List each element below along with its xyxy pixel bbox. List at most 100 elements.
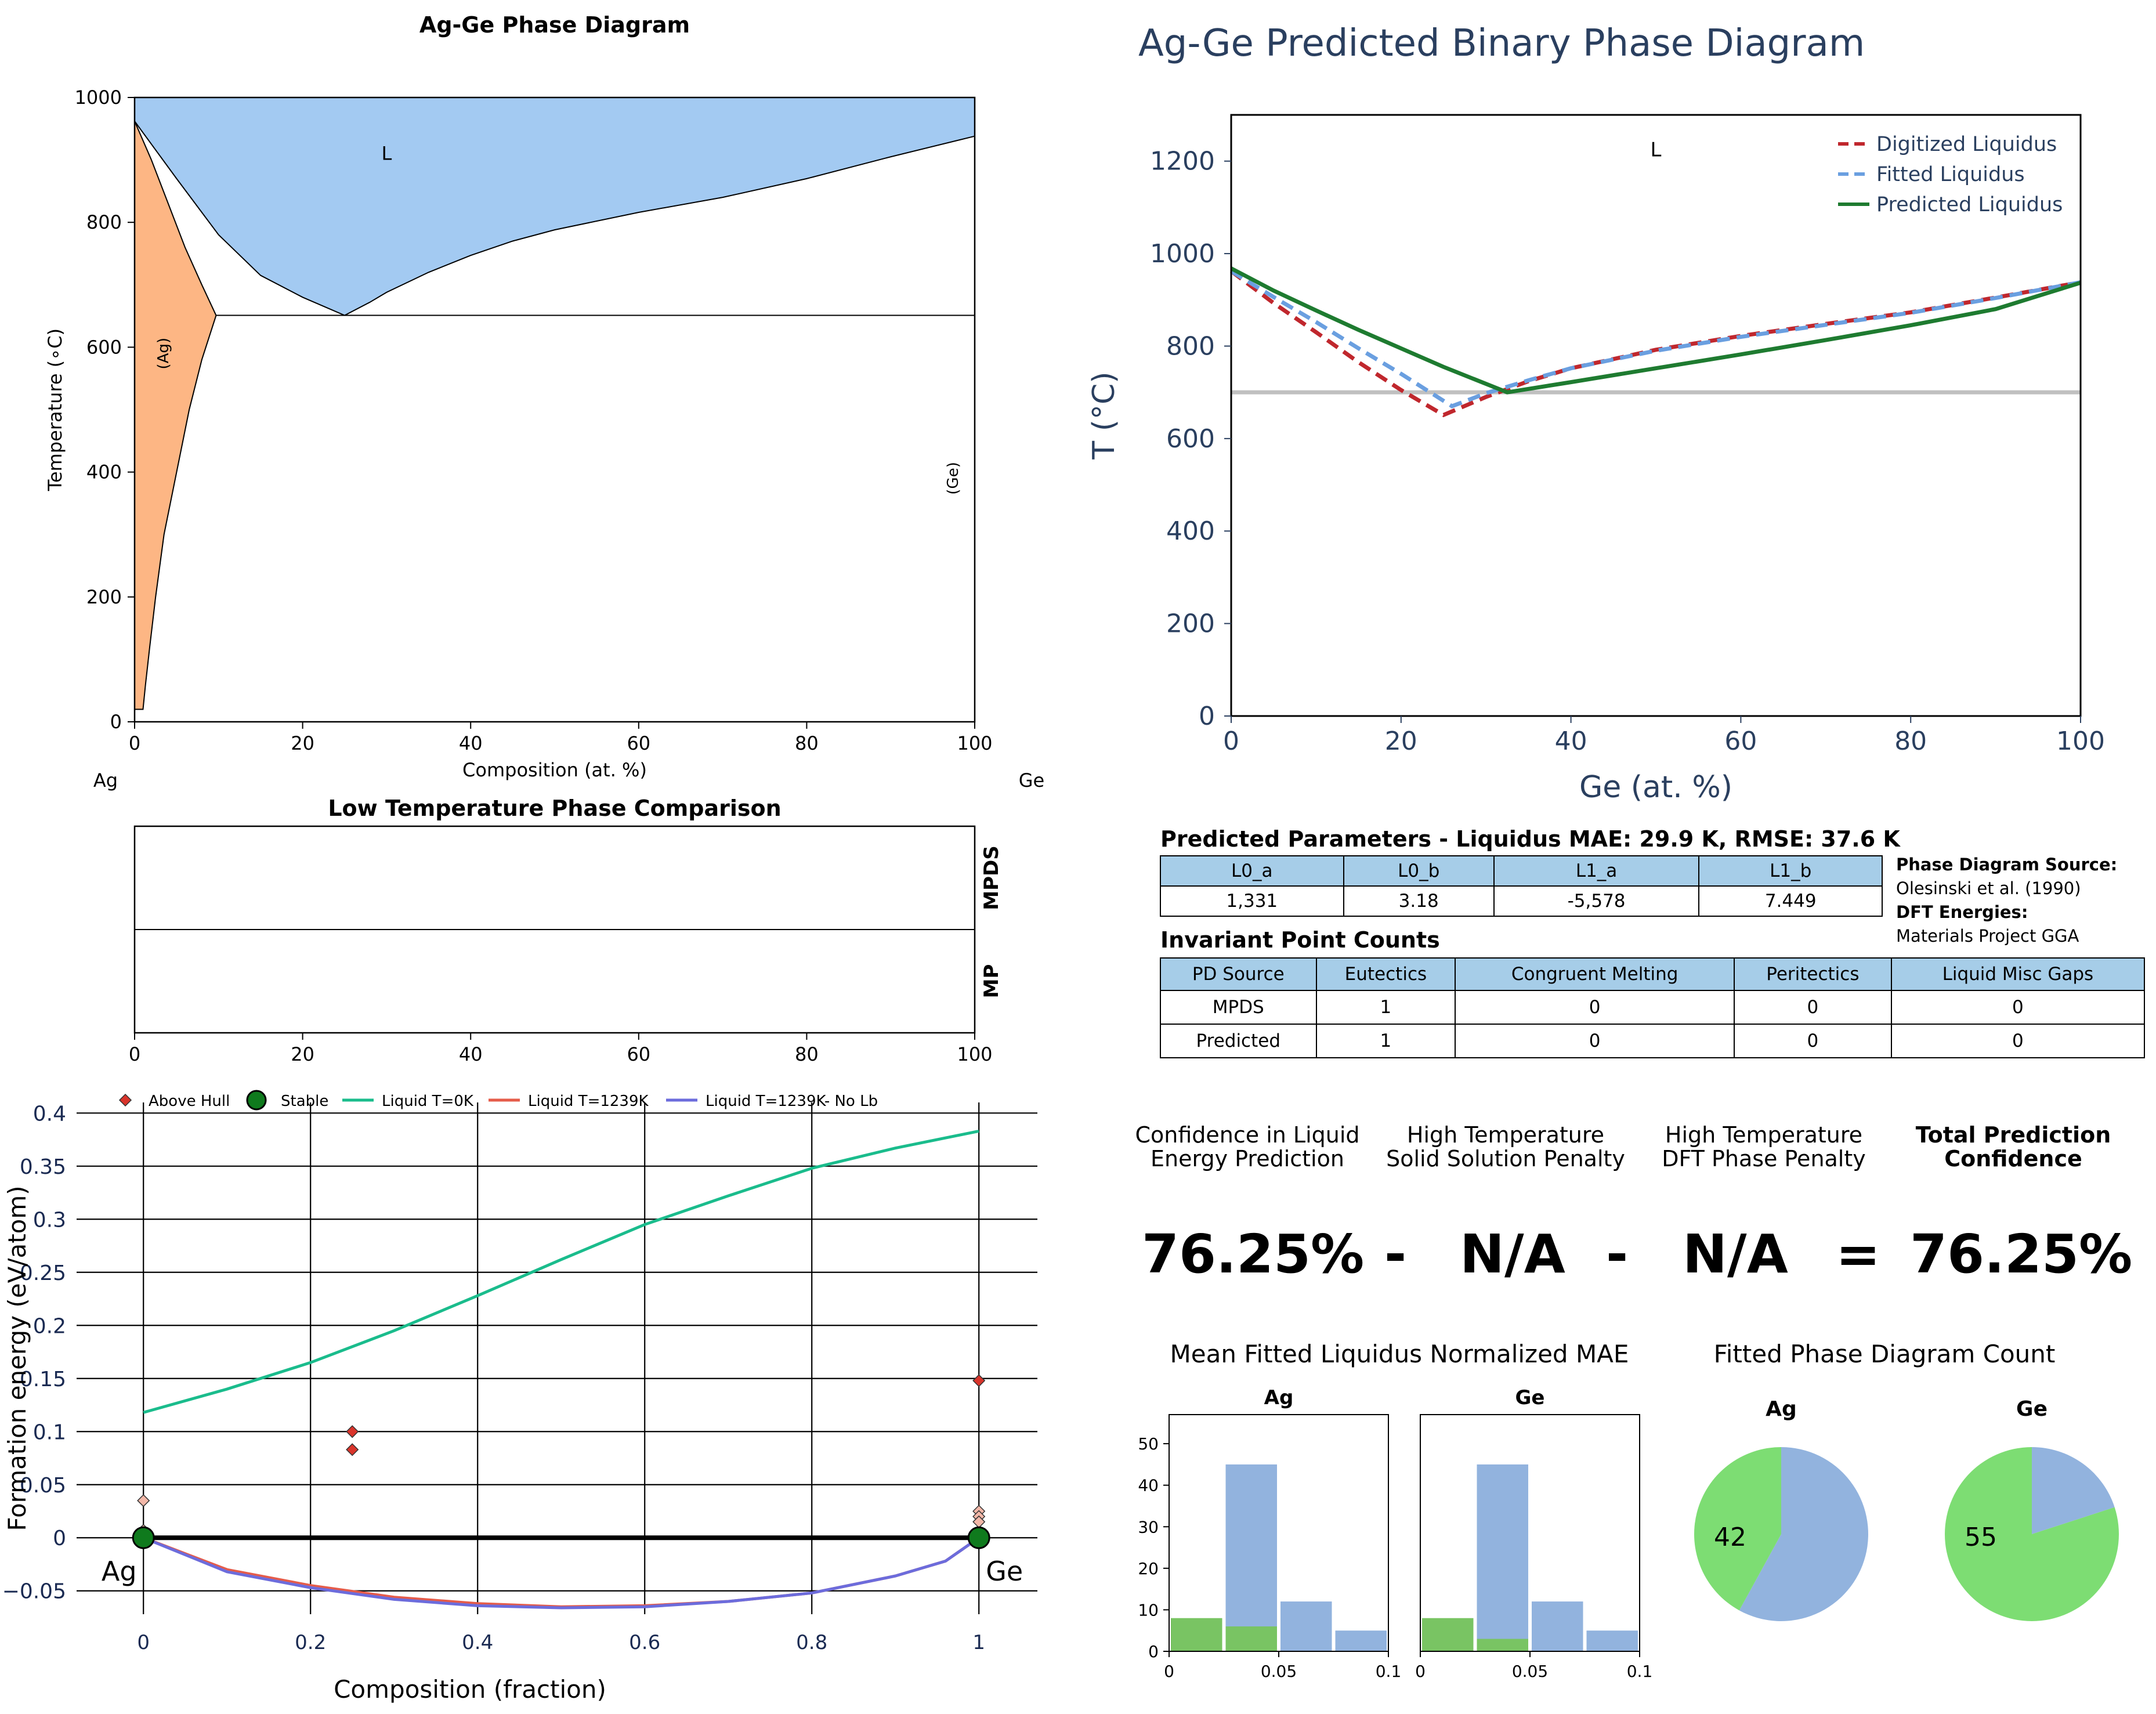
params-table: L0_a L0_b L1_a L1_b 1,331 3.18 -5,578 7.… — [1160, 855, 1883, 917]
region-label-ge: (Ge) — [945, 462, 962, 494]
x-tick-label: 100 — [957, 1043, 992, 1065]
x-tick-label: 0 — [137, 1631, 150, 1654]
y-tick-label: 0.05 — [20, 1474, 66, 1498]
above-hull-point — [972, 1374, 986, 1387]
param-value: 7.449 — [1698, 885, 1883, 917]
ag-region — [134, 121, 217, 710]
hist-bar-green — [1171, 1618, 1222, 1651]
inv-cell: 0 — [1733, 990, 1892, 1025]
x-tick-label: 0.05 — [1512, 1662, 1548, 1681]
x-tick-label: 60 — [627, 732, 650, 754]
y-axis-label: Temperature (∘C) — [44, 328, 66, 491]
y-tick-label: 600 — [86, 336, 122, 358]
y-tick-label: 0.2 — [33, 1314, 66, 1338]
above-hull-point — [346, 1425, 359, 1438]
chart-title: Ag-Ge Predicted Binary Phase Diagram — [1138, 22, 1865, 65]
x-tick-label: 20 — [291, 1043, 314, 1065]
plot-frame — [1420, 1414, 1640, 1652]
liquidus-line — [134, 121, 975, 316]
inv-cell: 0 — [1455, 1024, 1735, 1058]
right-element-label: Ge — [1019, 769, 1044, 791]
hist-bar-blue — [1586, 1630, 1638, 1651]
param-header: L1_b — [1698, 855, 1883, 887]
y-tick-label: 800 — [1166, 331, 1215, 361]
param-value: 3.18 — [1343, 885, 1495, 917]
liquid-energy-curve — [143, 1129, 979, 1414]
chart-title: Mean Fitted Liquidus Normalized MAE — [1170, 1340, 1629, 1368]
y-tick-label: 0 — [1199, 701, 1215, 731]
x-tick-label: 1 — [972, 1631, 985, 1654]
x-tick-label: 0.2 — [295, 1631, 326, 1654]
inv-cell: MPDS — [1160, 990, 1317, 1025]
row-label: MPDS — [980, 845, 1003, 910]
plot-frame — [1230, 114, 2082, 717]
liquid-energy-curve — [143, 1536, 980, 1610]
y-tick-label: −0.05 — [2, 1580, 66, 1604]
side-info: Phase Diagram Source: Olesinski et al. (… — [1896, 853, 2117, 948]
pie-title: Ge — [2016, 1397, 2048, 1421]
conf-dft-value: N/A — [1683, 1223, 1788, 1285]
inv-cell: Predicted — [1160, 1024, 1317, 1058]
conf-header-solid: High Temperature Solid Solution Penalty — [1386, 1122, 1625, 1171]
y-tick-label: 0 — [1148, 1642, 1159, 1661]
legend-label: Liquid T=0K — [382, 1093, 474, 1110]
plot-frame — [1169, 1414, 1389, 1652]
x-tick-label: 0.8 — [796, 1631, 827, 1654]
y-axis-label: Formation energy (eV/atom) — [3, 1185, 31, 1531]
x-tick-label: 60 — [627, 1043, 650, 1065]
x-axis-label: Composition (fraction) — [334, 1675, 606, 1704]
invariants-title: Invariant Point Counts — [1160, 927, 1440, 953]
series-line — [1230, 269, 2081, 408]
legend-marker — [118, 1093, 132, 1107]
x-axis-label: Composition (at. %) — [462, 759, 647, 781]
inv-cell: 1 — [1315, 990, 1456, 1025]
hist-bar-blue — [1532, 1601, 1583, 1651]
param-value: 1,331 — [1160, 885, 1344, 917]
subplot-title: Ge — [1515, 1386, 1545, 1409]
y-tick-label: 10 — [1138, 1600, 1159, 1619]
pie-value-label: 42 — [1714, 1523, 1746, 1552]
legend-label: Liquid T=1239K- No Lb — [706, 1093, 878, 1110]
y-tick-label: 200 — [86, 586, 122, 608]
plot-frame — [133, 96, 976, 723]
y-tick-label: 0.35 — [20, 1155, 66, 1179]
x-tick-label: 80 — [795, 732, 819, 754]
y-tick-label: 800 — [86, 211, 122, 233]
operator-equals: = — [1836, 1223, 1881, 1285]
pie-slice — [1945, 1447, 2119, 1621]
hist-bar-blue — [1280, 1601, 1332, 1651]
x-tick-label: 0.1 — [1627, 1662, 1653, 1681]
x-tick-label: 0 — [1223, 726, 1239, 756]
series-line — [1230, 266, 2082, 395]
x-tick-label: 40 — [459, 732, 483, 754]
y-tick-label: 400 — [1166, 516, 1215, 546]
param-header: L0_a — [1160, 855, 1344, 887]
inv-header: Eutectics — [1315, 957, 1456, 991]
end-label-ge: Ge — [986, 1556, 1023, 1587]
above-hull-point — [346, 1443, 359, 1456]
region-label-ag: (Ag) — [155, 338, 172, 370]
y-tick-label: 0.4 — [33, 1102, 66, 1126]
liquid-region — [135, 97, 975, 316]
x-tick-label: 0.05 — [1261, 1662, 1297, 1681]
x-tick-label: 0.4 — [462, 1631, 493, 1654]
x-tick-label: 20 — [1385, 726, 1417, 756]
hist-bar-green — [1422, 1618, 1474, 1651]
hist-bar-blue — [1225, 1464, 1277, 1651]
x-tick-label: 0.6 — [629, 1631, 660, 1654]
x-tick-label: 80 — [795, 1043, 819, 1065]
conf-solid-value: N/A — [1460, 1223, 1565, 1285]
x-tick-label: 60 — [1724, 726, 1757, 756]
y-tick-label: 400 — [86, 461, 122, 483]
x-tick-label: 20 — [291, 732, 314, 754]
invariants-table: PD Source Eutectics Congruent Melting Pe… — [1160, 957, 2146, 1058]
y-tick-label: 0.25 — [20, 1261, 66, 1285]
x-tick-label: 0 — [1164, 1662, 1174, 1681]
x-tick-label: 80 — [1894, 726, 1927, 756]
legend-label: Digitized Liquidus — [1876, 133, 2057, 156]
legend-label: Liquid T=1239K — [528, 1093, 649, 1110]
legend-label: Above Hull — [149, 1093, 230, 1110]
subplot-title: Ag — [1264, 1386, 1294, 1409]
hist-bar-blue — [1335, 1630, 1387, 1651]
